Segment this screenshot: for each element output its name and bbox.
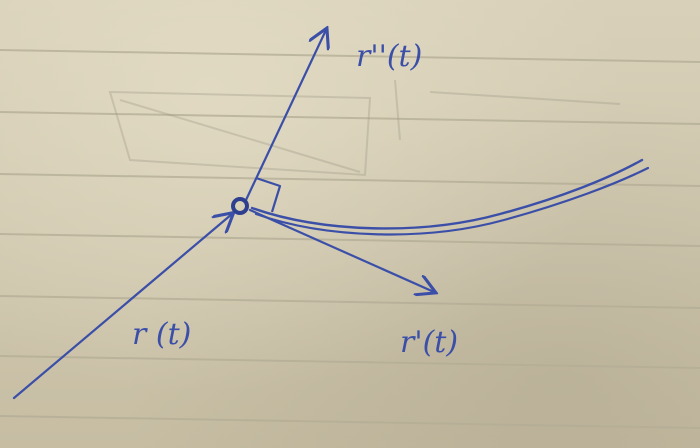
- show-through-marks: [108, 79, 621, 177]
- trajectory-curve-inner: [254, 166, 650, 236]
- point-marker: [231, 197, 249, 215]
- right-angle-marker: [255, 176, 282, 213]
- acceleration-vector-label: r''(t): [356, 39, 422, 74]
- acceleration-vector-arrow: [244, 30, 326, 202]
- velocity-vector-arrow: [248, 208, 434, 292]
- position-vector-label: r (t): [132, 317, 191, 352]
- trajectory-curve: [250, 158, 644, 230]
- position-vector-arrow: [12, 214, 232, 400]
- ruled-lines: [0, 49, 700, 429]
- velocity-vector-label: r'(t): [400, 325, 458, 360]
